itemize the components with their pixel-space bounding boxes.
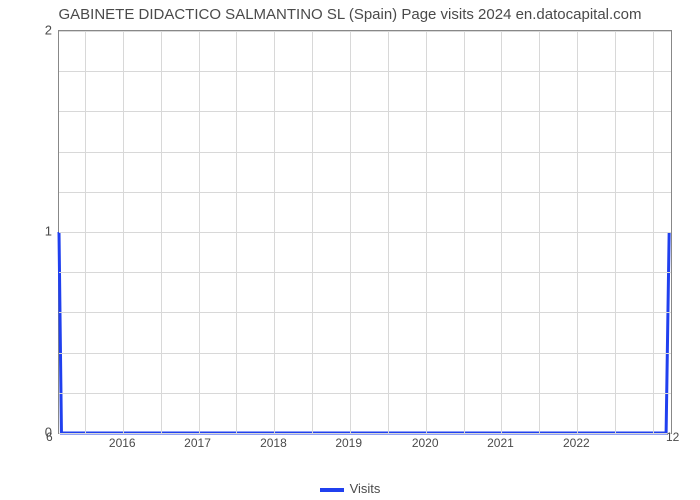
grid-line-v	[577, 31, 578, 433]
grid-line-h-minor	[59, 111, 671, 112]
grid-line-v	[123, 31, 124, 433]
x-tick-label: 2020	[412, 436, 439, 450]
grid-line-h-minor	[59, 192, 671, 193]
grid-line-v-minor	[653, 31, 654, 433]
grid-line-v	[350, 31, 351, 433]
x-tick-label: 2022	[563, 436, 590, 450]
grid-line-v-minor	[539, 31, 540, 433]
y-tick-label: 2	[45, 23, 52, 38]
corner-label-bottom-right: 12	[666, 430, 679, 444]
grid-line-v-minor	[85, 31, 86, 433]
grid-line-v	[501, 31, 502, 433]
grid-line-v	[274, 31, 275, 433]
chart-container: GABINETE DIDACTICO SALMANTINO SL (Spain)…	[0, 0, 700, 500]
y-tick-label: 1	[45, 224, 52, 239]
grid-line-h-minor	[59, 71, 671, 72]
grid-line-h	[59, 232, 671, 233]
grid-line-v-minor	[615, 31, 616, 433]
legend: Visits	[0, 481, 700, 496]
x-tick-label: 2021	[487, 436, 514, 450]
grid-line-h	[59, 31, 671, 32]
grid-line-h	[59, 433, 671, 434]
x-tick-label: 2019	[335, 436, 362, 450]
grid-line-h-minor	[59, 353, 671, 354]
grid-line-v-minor	[312, 31, 313, 433]
grid-line-v-minor	[388, 31, 389, 433]
chart-title: GABINETE DIDACTICO SALMANTINO SL (Spain)…	[0, 6, 700, 23]
grid-line-h-minor	[59, 152, 671, 153]
legend-swatch	[320, 488, 344, 492]
x-tick-label: 2016	[109, 436, 136, 450]
grid-line-v	[199, 31, 200, 433]
grid-line-v-minor	[464, 31, 465, 433]
x-tick-label: 2018	[260, 436, 287, 450]
legend-label: Visits	[350, 481, 381, 496]
corner-label-bottom-left: 6	[46, 430, 53, 444]
plot-area	[58, 30, 672, 434]
grid-line-v-minor	[236, 31, 237, 433]
grid-line-v	[426, 31, 427, 433]
x-tick-label: 2017	[184, 436, 211, 450]
grid-line-v-minor	[161, 31, 162, 433]
grid-line-h-minor	[59, 312, 671, 313]
grid-line-h-minor	[59, 272, 671, 273]
grid-line-h-minor	[59, 393, 671, 394]
